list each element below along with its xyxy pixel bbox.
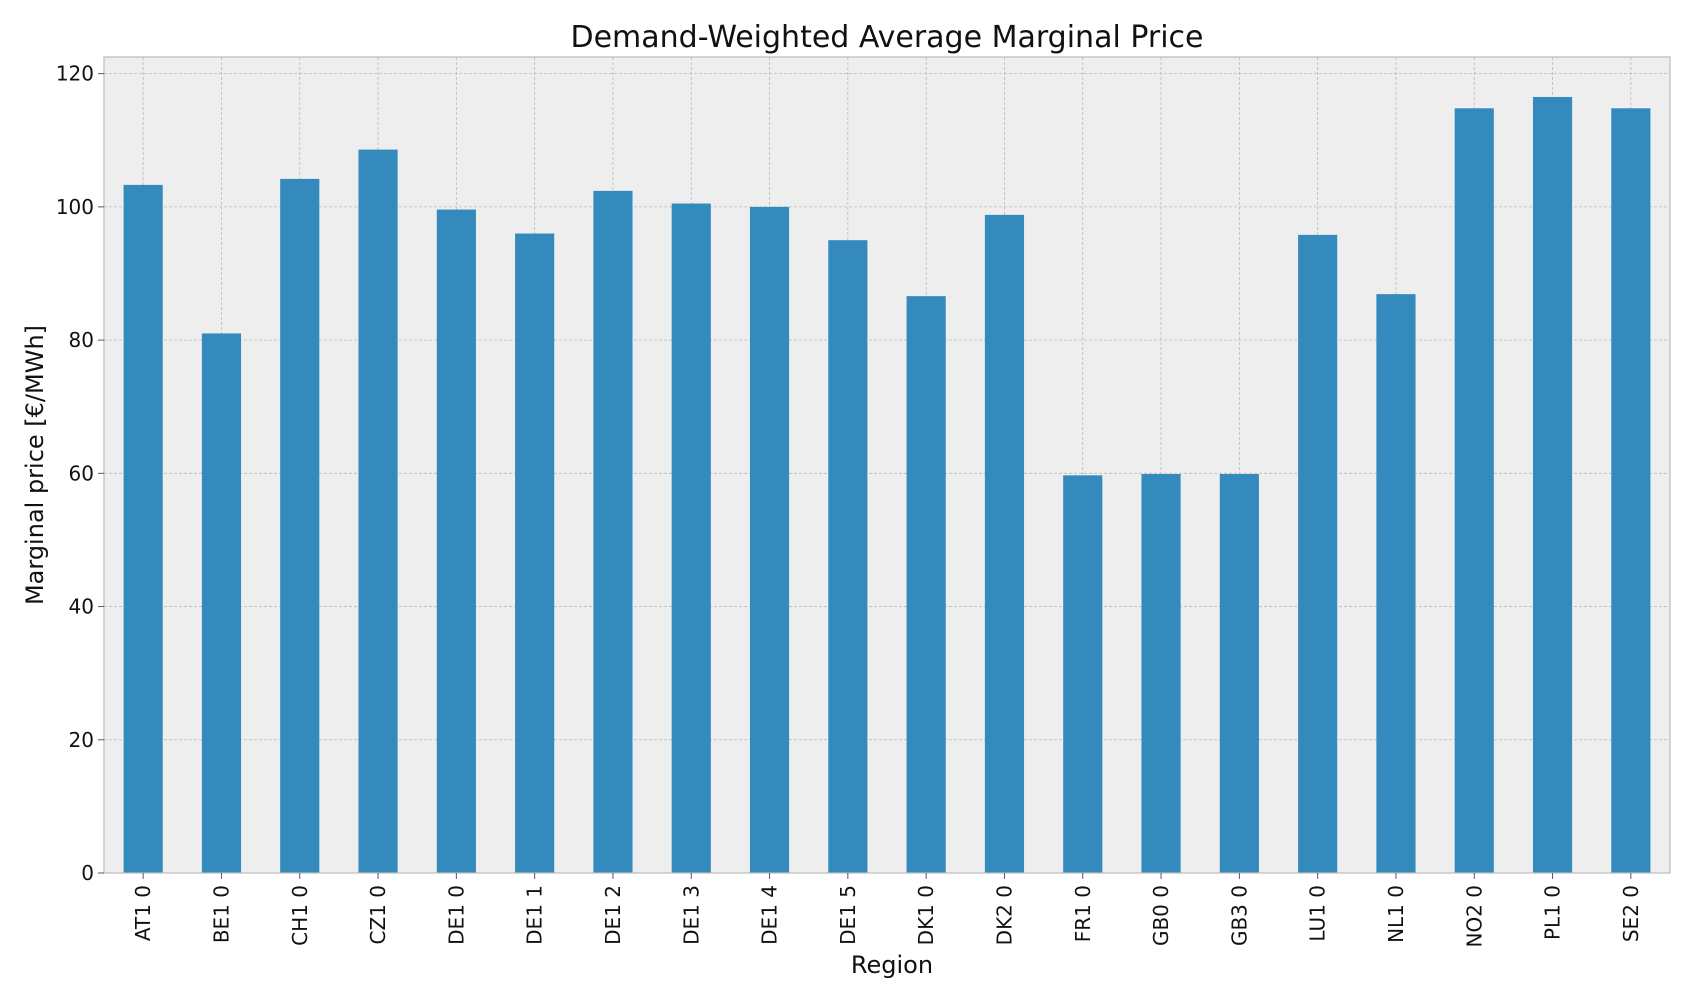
bar [515,233,555,873]
x-axis-label: Region [851,951,933,979]
y-tick-label: 100 [56,195,94,219]
bar [984,214,1025,873]
x-tick-label: LU1 0 [1306,885,1330,942]
bar [1454,108,1494,873]
bar [280,178,320,874]
x-tick-label: DE1 3 [679,885,703,945]
x-tick-label: BE1 0 [209,885,233,943]
y-tick-label: 0 [81,861,94,885]
y-tick-label: 60 [69,461,94,485]
y-tick-label: 80 [69,328,94,352]
x-tick-label: PL1 0 [1541,885,1565,940]
bar [1141,473,1181,873]
bar [1532,96,1573,873]
bar [358,149,398,874]
x-tick-label: NO2 0 [1462,885,1486,948]
y-tick-label: 20 [69,728,94,752]
y-axis-label: Marginal price [€/MWh] [21,325,49,605]
x-tick-label: DK1 0 [914,885,938,945]
x-tick-label: DE1 1 [523,885,547,945]
plot-area-background [104,57,1670,873]
bar [906,296,946,874]
x-tick-label: DE1 0 [444,885,468,945]
x-tick-label: DE1 4 [758,885,782,945]
x-tick-label: DK2 0 [992,885,1016,945]
x-axis-ticks: AT1 0 BE1 0 CH1 0 CZ1 0 DE1 0 DE1 1 DE1 2 DE1 3… [131,873,1643,948]
bar [593,190,633,873]
x-tick-label: NL1 0 [1384,885,1408,943]
x-tick-label: SE2 0 [1619,885,1643,942]
bar [1219,473,1259,873]
y-tick-label: 120 [56,62,94,86]
bar [828,240,868,874]
y-tick-label: 40 [69,595,94,619]
x-tick-label: CH1 0 [288,885,312,946]
chart-title: Demand-Weighted Average Marginal Price [570,20,1203,55]
bar [201,333,242,874]
x-tick-label: GB3 0 [1227,885,1251,946]
x-tick-label: CZ1 0 [366,885,390,944]
x-tick-label: GB0 0 [1149,885,1173,946]
bar [436,209,476,873]
x-tick-label: FR1 0 [1071,885,1095,942]
x-tick-label: DE1 2 [601,885,625,945]
bar [749,206,790,873]
bar [671,203,711,873]
bar [1298,234,1338,874]
bar [1063,475,1103,873]
bars [123,96,1651,874]
bar [1611,108,1651,873]
plot-frame [103,56,1671,874]
x-tick-label: AT1 0 [131,885,155,941]
y-axis-ticks: 0 20 40 60 80 100 120 [56,62,104,885]
bar [1376,294,1416,873]
bar [123,184,163,873]
x-tick-label: DE1 5 [836,885,860,945]
